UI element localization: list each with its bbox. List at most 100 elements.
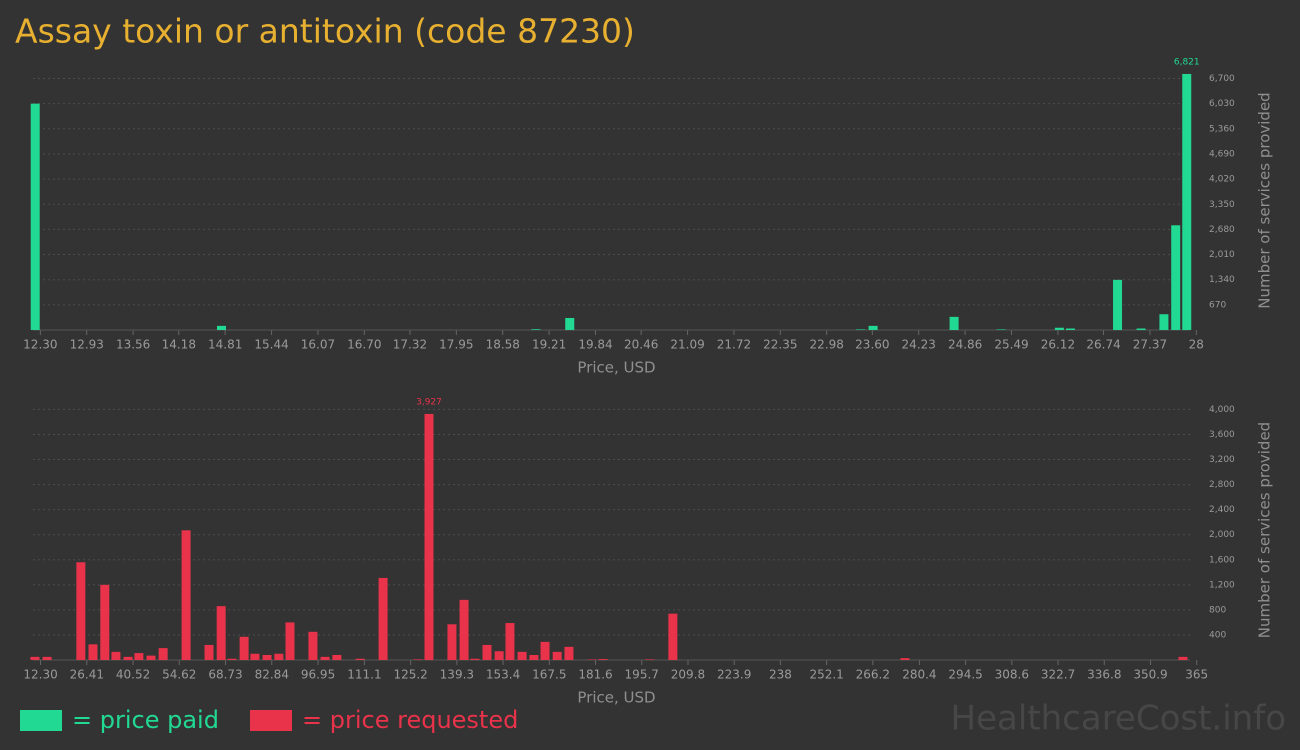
bar — [1159, 314, 1169, 330]
x-tick-label: 153.4 — [486, 668, 520, 682]
x-tick-label: 350.9 — [1133, 668, 1167, 682]
x-tick-label: 195.7 — [625, 668, 659, 682]
x-tick-label: 23.60 — [855, 338, 889, 352]
bar — [274, 653, 284, 660]
x-tick-label: 15.44 — [254, 338, 288, 352]
chart-title: Assay toxin or antitoxin (code 87230) — [15, 12, 635, 51]
y-tick-label: 3,200 — [1209, 455, 1235, 465]
y-axis-title: Number of services provided — [1256, 92, 1274, 308]
x-tick-label: 12.93 — [70, 338, 104, 352]
x-tick-label: 16.07 — [301, 338, 335, 352]
x-tick-label: 308.6 — [995, 668, 1029, 682]
value-label: 3,927 — [416, 397, 442, 407]
x-tick-label: 252.1 — [809, 668, 843, 682]
y-tick-label: 800 — [1209, 605, 1226, 615]
y-tick-label: 2,680 — [1209, 225, 1235, 235]
x-tick-label: 336.8 — [1087, 668, 1121, 682]
bar — [308, 631, 318, 660]
x-tick-label: 13.56 — [116, 338, 150, 352]
legend-swatch — [20, 710, 62, 731]
y-tick-label: 4,020 — [1209, 175, 1235, 185]
x-tick-label: 322.7 — [1041, 668, 1075, 682]
bar — [900, 658, 910, 660]
bar — [470, 658, 480, 660]
x-tick-label: 96.95 — [301, 668, 335, 682]
x-tick-label: 40.52 — [116, 668, 150, 682]
bar — [216, 606, 226, 660]
bar — [529, 654, 539, 660]
y-axis-title: Number of services provided — [1256, 422, 1274, 638]
bar — [100, 584, 110, 660]
y-tick-label: 5,360 — [1209, 124, 1235, 134]
x-tick-label: 139.3 — [440, 668, 474, 682]
bar — [111, 651, 121, 660]
x-tick-label: 21.09 — [670, 338, 704, 352]
x-tick-label: 27.37 — [1133, 338, 1167, 352]
x-tick-label: 17.32 — [393, 338, 427, 352]
x-tick-label: 22.35 — [763, 338, 797, 352]
y-tick-label: 1,200 — [1209, 580, 1235, 590]
bar — [1065, 328, 1075, 330]
x-tick-label: 25.49 — [994, 338, 1028, 352]
x-tick-label: 68.73 — [208, 668, 242, 682]
bar — [1136, 328, 1146, 330]
bar — [949, 316, 959, 330]
bar — [482, 644, 492, 660]
x-tick-label: 14.81 — [208, 338, 242, 352]
bar — [158, 648, 168, 660]
bar — [146, 655, 156, 660]
x-tick-label: 26.12 — [1041, 338, 1075, 352]
bar — [320, 656, 330, 660]
y-tick-label: 2,400 — [1209, 505, 1235, 515]
bar — [531, 329, 541, 330]
bar — [134, 653, 144, 660]
legend-label: = price paid — [72, 706, 219, 734]
x-tick-label: 12.30 — [23, 668, 57, 682]
x-tick-label: 26.41 — [70, 668, 104, 682]
x-tick-label: 111.1 — [347, 668, 381, 682]
x-tick-label: 125.2 — [393, 668, 427, 682]
legend-swatch — [250, 710, 292, 731]
y-tick-label: 4,690 — [1209, 149, 1235, 159]
bar — [413, 659, 423, 660]
bar — [30, 656, 40, 660]
bar — [42, 656, 52, 660]
bar — [517, 651, 527, 660]
x-tick-label: 21.72 — [717, 338, 751, 352]
y-tick-label: 3,350 — [1209, 200, 1235, 210]
x-axis-title: Price, USD — [577, 359, 655, 377]
x-tick-label: 26.74 — [1086, 338, 1120, 352]
x-tick-label: 16.70 — [347, 338, 381, 352]
bar — [668, 613, 678, 660]
x-axis-title: Price, USD — [577, 689, 655, 707]
x-tick-label: 365 — [1185, 668, 1208, 682]
x-tick-label: 266.2 — [856, 668, 890, 682]
bar — [88, 644, 98, 660]
bar — [494, 651, 504, 660]
x-tick-label: 223.9 — [717, 668, 751, 682]
bar — [447, 624, 457, 660]
y-tick-label: 6,700 — [1209, 74, 1235, 84]
bar — [239, 636, 249, 660]
x-tick-label: 12.30 — [23, 338, 57, 352]
bar — [216, 325, 226, 330]
x-tick-label: 20.46 — [624, 338, 658, 352]
bar — [1178, 656, 1188, 660]
bar — [227, 658, 237, 660]
bar — [868, 325, 878, 330]
bar — [424, 413, 434, 660]
x-tick-label: 19.84 — [578, 338, 612, 352]
y-tick-label: 1,600 — [1209, 555, 1235, 565]
bar — [250, 653, 260, 660]
bar — [540, 641, 550, 660]
y-tick-label: 670 — [1209, 300, 1226, 310]
bar — [76, 562, 86, 660]
bar — [285, 622, 295, 660]
bar — [1182, 73, 1192, 330]
watermark: HealthcareCost.info — [951, 699, 1286, 739]
bar — [505, 623, 515, 660]
bar — [587, 659, 597, 660]
y-tick-label: 4,000 — [1209, 405, 1235, 415]
bar — [123, 656, 133, 660]
